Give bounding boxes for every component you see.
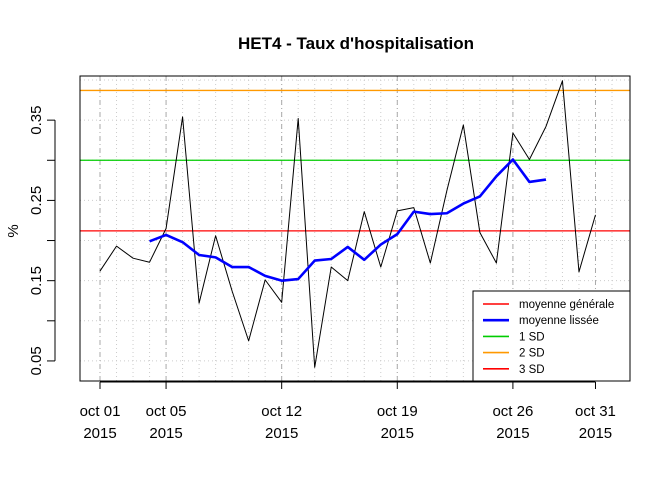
x-tick-label: oct 12 (261, 403, 302, 420)
x-tick-label: oct 05 (146, 403, 187, 420)
y-axis: 0.05 0.15 0.25 0.35 (28, 106, 56, 376)
x-tick-label: oct 19 (377, 403, 418, 420)
y-axis-label: % (5, 224, 22, 237)
x-tick-label-year: 2015 (265, 425, 298, 442)
legend: moyenne générale moyenne lissée 1 SD 2 SD 3 … (472, 290, 631, 382)
legend-label: 1 SD (519, 331, 545, 343)
plot-frame (79, 75, 631, 382)
grid (80, 76, 630, 381)
reference-lines (80, 89, 630, 232)
x-axis: oct 01 2015 oct 05 2015 oct 12 2015 oct 19 2015… (80, 381, 616, 442)
legend-label: 2 SD (519, 348, 545, 360)
x-tick-label-year: 2015 (579, 425, 612, 442)
legend-label: moyenne générale (519, 299, 614, 311)
series-lines (99, 80, 596, 368)
series-moyenne-lissee (149, 158, 547, 282)
y-tick-label: 0.35 (28, 106, 45, 135)
y-tick-label: 0.05 (28, 346, 45, 375)
x-tick-label-year: 2015 (149, 425, 182, 442)
x-tick-label-year: 2015 (381, 425, 414, 442)
x-tick-label: oct 26 (492, 403, 533, 420)
series-taux (99, 80, 596, 368)
x-tick-label: oct 31 (575, 403, 616, 420)
y-tick-label: 0.15 (28, 266, 45, 295)
legend-label: 3 SD (519, 364, 545, 376)
x-tick-label-year: 2015 (496, 425, 529, 442)
legend-label: moyenne lissée (519, 315, 599, 327)
chart-title: HET4 - Taux d'hospitalisation (238, 34, 474, 53)
x-tick-label: oct 01 (80, 403, 121, 420)
y-tick-label: 0.25 (28, 186, 45, 215)
x-tick-label-year: 2015 (83, 425, 116, 442)
